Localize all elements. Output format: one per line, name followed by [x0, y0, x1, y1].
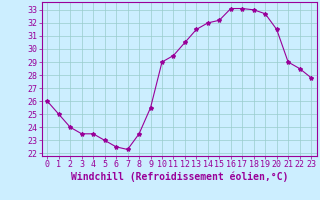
X-axis label: Windchill (Refroidissement éolien,°C): Windchill (Refroidissement éolien,°C) — [70, 172, 288, 182]
